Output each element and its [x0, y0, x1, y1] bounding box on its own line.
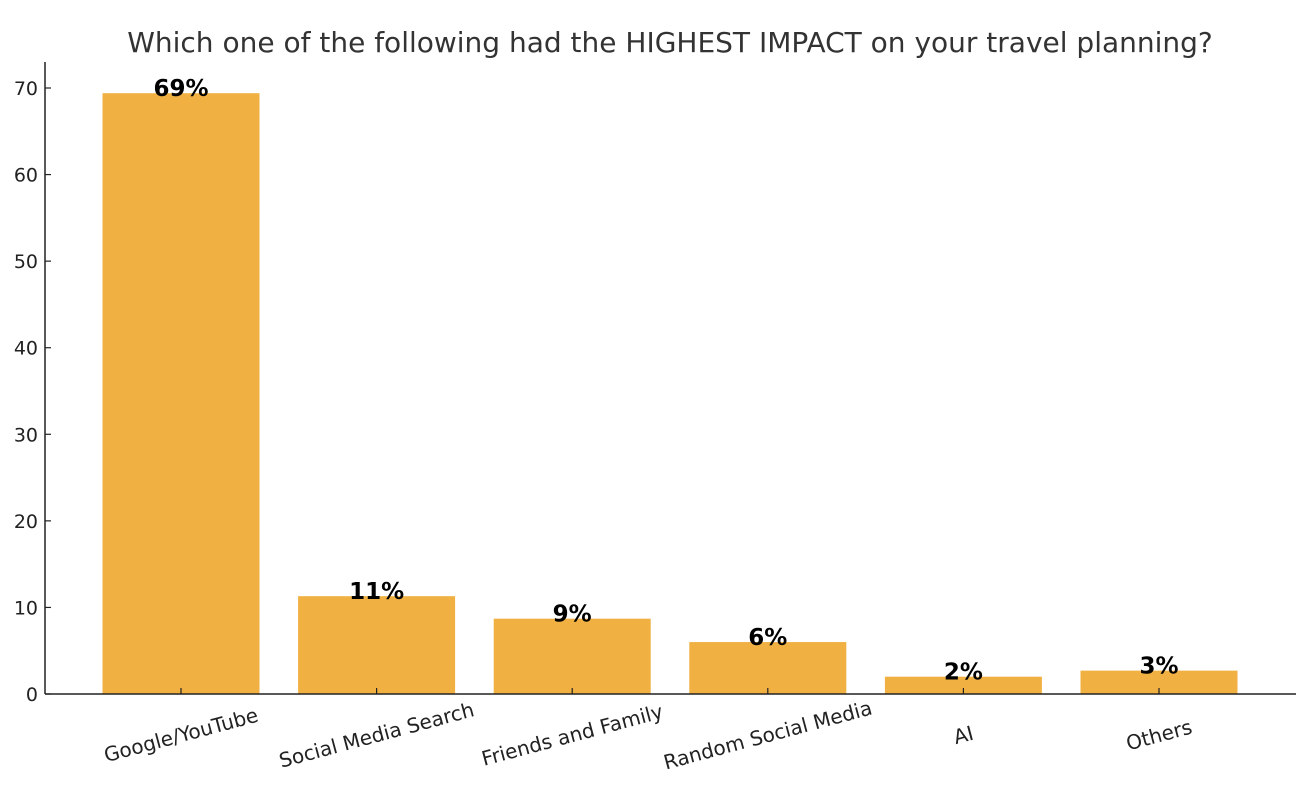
- x-tick-label: Random Social Media: [661, 696, 875, 775]
- y-tick-label: 30: [14, 424, 38, 446]
- x-tick-label: Others: [1123, 715, 1194, 756]
- data-label: 6%: [748, 625, 787, 651]
- y-tick-label: 10: [14, 597, 38, 619]
- y-tick-label: 60: [14, 165, 38, 187]
- data-label: 9%: [553, 602, 592, 628]
- y-tick-label: 20: [14, 511, 38, 533]
- data-label: 2%: [944, 660, 983, 686]
- y-tick-label: 50: [14, 251, 38, 273]
- bar: [102, 93, 260, 695]
- bar: [1080, 670, 1238, 694]
- y-tick-label: 40: [14, 338, 38, 360]
- bar: [298, 596, 456, 694]
- bar: [884, 676, 1042, 694]
- x-tick-label: AI: [951, 721, 976, 749]
- bar: [689, 642, 847, 694]
- data-label: 69%: [153, 76, 208, 102]
- x-tick-label: Google/YouTube: [101, 703, 260, 767]
- bar: [493, 618, 651, 694]
- chart-title: Which one of the following had the HIGHE…: [127, 26, 1213, 59]
- data-label: 11%: [349, 579, 404, 605]
- y-tick-label: 70: [14, 78, 38, 100]
- data-label: 3%: [1139, 654, 1178, 680]
- x-tick-label: Social Media Search: [277, 697, 477, 772]
- y-tick-label: 0: [26, 684, 38, 706]
- x-tick-label: Friends and Family: [479, 699, 666, 771]
